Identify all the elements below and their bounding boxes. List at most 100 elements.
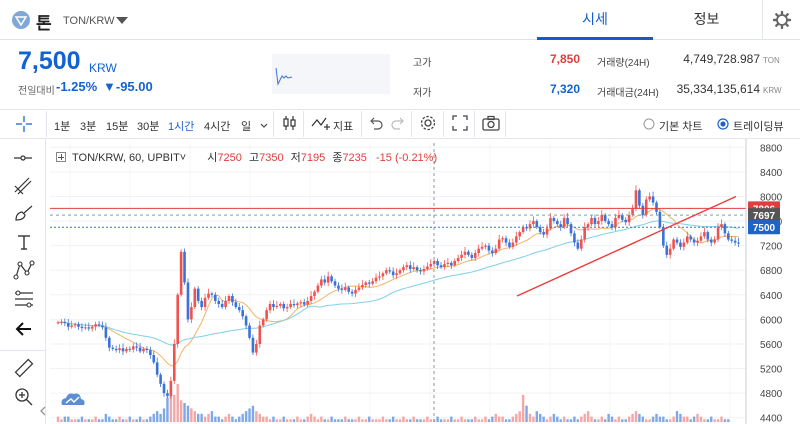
gear-icon[interactable]	[762, 0, 800, 40]
timeframe-1h[interactable]: 1시간	[168, 121, 195, 133]
volume-bar	[528, 413, 532, 422]
candle-body	[583, 227, 586, 240]
chevron-left-icon[interactable]	[39, 404, 47, 422]
volume-bar	[350, 419, 354, 422]
timeframe-3m[interactable]: 3분	[80, 121, 97, 133]
candle-body	[244, 316, 248, 326]
timeframe-1d[interactable]: 일	[241, 121, 252, 133]
price-label: 7500	[753, 223, 776, 234]
volume-bar	[672, 416, 675, 422]
tradingview-label[interactable]: 트레이딩뷰	[733, 121, 784, 133]
candle-body	[350, 291, 354, 294]
legend-symbol[interactable]: TON/KRW, 60, UPBIT	[72, 152, 180, 164]
redo-icon[interactable]	[390, 114, 406, 137]
timeframe-1m[interactable]: 1분	[54, 121, 71, 133]
volume-bar	[391, 416, 395, 422]
candle-body	[573, 233, 576, 243]
volume-bar	[511, 416, 515, 422]
candle-body	[525, 227, 528, 229]
candle-body	[597, 221, 600, 225]
volume-bar	[463, 419, 467, 422]
basic-chart-radio[interactable]	[643, 117, 655, 135]
volume-bar	[333, 419, 337, 422]
volume-bar	[388, 419, 391, 422]
legend-toggle-icon[interactable]	[56, 152, 66, 162]
candle-body	[111, 347, 115, 349]
text-tool-icon[interactable]	[15, 233, 33, 256]
volume-bar	[142, 419, 145, 422]
volume-bar	[244, 411, 248, 422]
candle-body	[234, 302, 238, 308]
price-axis	[746, 139, 800, 424]
brush-icon[interactable]	[13, 203, 35, 228]
volume-bar	[566, 419, 569, 422]
volume-bar	[474, 416, 477, 422]
timeframe-30m[interactable]: 30분	[137, 121, 160, 133]
zoom-icon[interactable]	[14, 387, 34, 412]
fib-icon[interactable]	[13, 289, 35, 314]
horizontal-line-icon[interactable]	[13, 151, 33, 170]
volume-bar	[446, 419, 450, 422]
candle-body	[562, 217, 566, 228]
volume-bar	[604, 419, 607, 422]
volume-bar	[200, 413, 203, 422]
candle-type-icon[interactable]	[281, 114, 299, 137]
volume-bar	[135, 419, 138, 422]
candle-body	[66, 323, 70, 327]
tab-quote[interactable]: 시세	[537, 0, 653, 40]
candle-body	[398, 270, 402, 274]
volume-bar	[542, 416, 545, 422]
pattern-icon[interactable]	[13, 260, 35, 285]
ruler-icon[interactable]	[14, 358, 34, 383]
candle-body	[227, 296, 231, 301]
candle-body	[436, 260, 439, 266]
candle-body	[214, 294, 217, 301]
undo-icon[interactable]	[368, 114, 384, 137]
arrow-left-icon[interactable]	[14, 320, 34, 343]
candle-body	[272, 304, 275, 308]
candle-body	[696, 240, 699, 243]
volume-bar	[145, 419, 149, 422]
volume-bar	[456, 419, 460, 422]
volume-bar	[306, 416, 309, 422]
volume-bar	[272, 416, 275, 422]
trend-line-icon[interactable]	[13, 176, 33, 201]
indicator-button[interactable]: 지표	[333, 121, 354, 133]
indicator-icon[interactable]	[311, 114, 331, 137]
candle-body	[415, 267, 419, 271]
candle-body	[125, 348, 128, 352]
timeframe-4h[interactable]: 4시간	[204, 121, 231, 133]
volume-bar	[162, 408, 166, 422]
volume-bar	[614, 419, 617, 422]
chevron-down-icon[interactable]: ˅	[179, 152, 187, 164]
tradingview-radio[interactable]	[717, 117, 729, 135]
volume-bar	[248, 408, 251, 422]
candle-body	[703, 232, 706, 237]
price-chart[interactable]: 4400480052005600600064006800720076008000…	[46, 139, 800, 424]
timeframe-15m[interactable]: 15분	[106, 121, 129, 133]
candle-body	[545, 228, 549, 235]
camera-icon[interactable]	[481, 114, 501, 137]
volume-bar	[586, 411, 590, 422]
candle-body	[149, 350, 152, 356]
basic-chart-label[interactable]: 기본 차트	[659, 121, 703, 133]
price-tick-label: 5600	[760, 340, 783, 351]
candle-body	[142, 348, 145, 352]
volume-bar	[326, 419, 330, 422]
crosshair-icon[interactable]	[15, 115, 33, 138]
cloud-shape	[61, 393, 85, 405]
candle-body	[354, 289, 357, 294]
volume-bar	[289, 419, 292, 422]
candle-body	[467, 251, 470, 255]
gear-icon[interactable]	[419, 114, 437, 137]
volume-bar	[108, 416, 111, 422]
chevron-down-icon[interactable]	[116, 17, 128, 24]
candle-body	[737, 242, 740, 244]
volume-bar	[132, 419, 135, 422]
volume-bar	[634, 411, 638, 422]
candle-body	[210, 293, 214, 295]
volume-bar	[104, 413, 108, 422]
chevron-down-icon[interactable]	[259, 118, 269, 136]
fullscreen-icon[interactable]	[451, 114, 469, 137]
tab-info[interactable]: 정보	[693, 11, 720, 27]
